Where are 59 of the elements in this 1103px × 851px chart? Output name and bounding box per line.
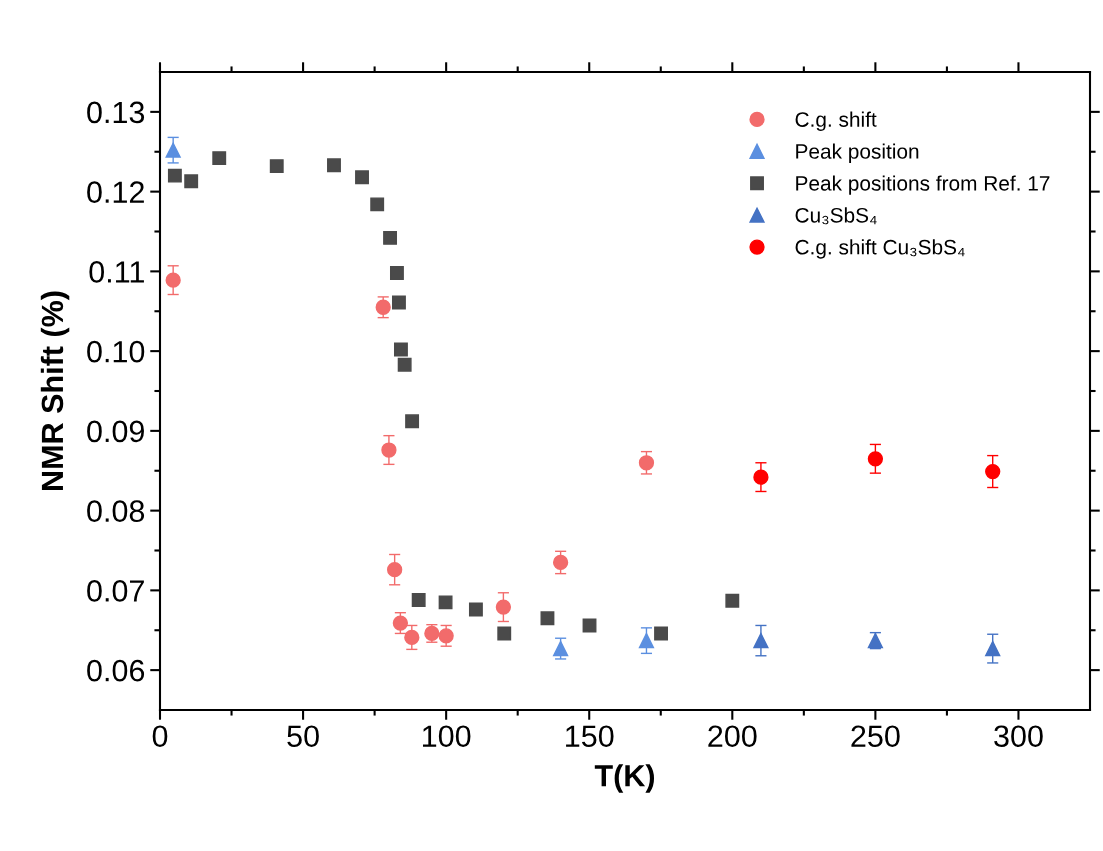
point (375, 299, 391, 315)
point (497, 626, 512, 641)
x-tick-label: 200 (708, 725, 757, 748)
point (638, 455, 655, 471)
x-tick-label: 150 (566, 725, 614, 748)
y-axis-title: NMR Shift (%) (40, 291, 70, 490)
x-tick-label: 250 (851, 725, 900, 748)
legend-label: Peak position (796, 143, 919, 163)
x-tick-label: 50 (287, 725, 319, 748)
point (540, 611, 555, 626)
point (393, 342, 408, 357)
point (438, 595, 453, 610)
point (370, 197, 385, 212)
y-tick-label: 0.06 (87, 659, 145, 682)
legend-label: C.g. shift Cu₃SbS₄ (795, 239, 965, 259)
point (438, 628, 454, 644)
point (552, 554, 569, 571)
y-tick-label: 0.13 (87, 101, 145, 124)
y-tick-label: 0.10 (87, 340, 145, 363)
point (405, 414, 420, 429)
x-axis-title: T(K) (594, 764, 655, 793)
point (725, 593, 740, 608)
point (327, 158, 341, 173)
legend-label: Peak positions from Ref. 17 (796, 175, 1050, 195)
point (392, 615, 409, 631)
point (165, 272, 181, 288)
point (184, 174, 199, 189)
point (383, 230, 398, 245)
point (404, 629, 420, 646)
point (381, 442, 397, 458)
x-tick-label: 0 (152, 725, 168, 748)
point (391, 295, 406, 310)
point (985, 640, 1001, 657)
y-tick-label: 0.07 (87, 580, 144, 602)
point (397, 357, 412, 372)
x-tick-label: 300 (994, 725, 1043, 748)
point (753, 469, 769, 485)
y-tick-label: 0.12 (87, 181, 144, 203)
point (387, 562, 403, 578)
point (654, 626, 669, 641)
point (867, 451, 884, 467)
legend-label: Cu₃SbS₄ (795, 207, 877, 225)
point (269, 159, 284, 174)
point (985, 463, 1001, 480)
point (165, 142, 181, 158)
point (355, 170, 369, 185)
point (495, 599, 512, 615)
legend-label: C.g. shift (795, 111, 877, 131)
point (389, 266, 404, 280)
point (468, 602, 483, 617)
y-tick-label: 0.08 (87, 500, 145, 522)
point (411, 592, 426, 607)
x-tick-label: 100 (423, 725, 471, 748)
point (212, 151, 227, 166)
point (167, 168, 182, 183)
y-tick-label: 0.11 (89, 261, 144, 283)
y-tick-label: 0.09 (87, 420, 144, 443)
point (753, 632, 769, 649)
point (638, 632, 655, 649)
